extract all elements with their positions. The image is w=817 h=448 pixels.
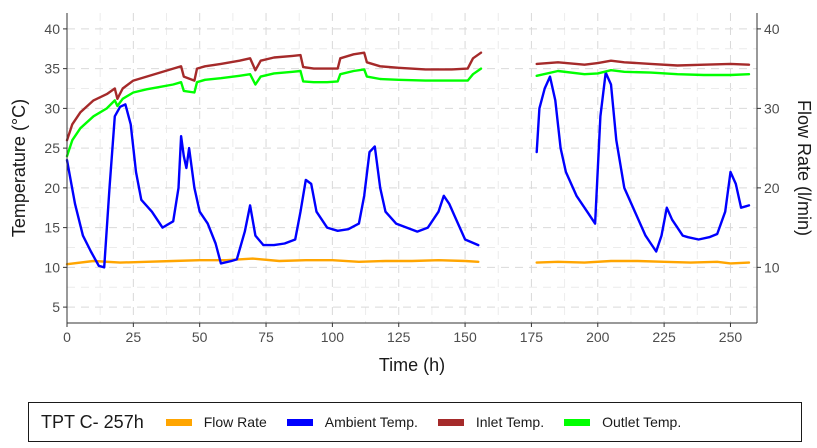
y-tick-label: 10 bbox=[44, 259, 60, 275]
legend-swatch-flow-rate bbox=[165, 418, 192, 426]
series-line-0-segment-0 bbox=[65, 257, 480, 266]
series-line-0-segment-1 bbox=[535, 259, 751, 265]
legend-title: TPT C- 257h bbox=[41, 411, 144, 432]
legend: TPT C- 257h Flow Rate Ambient Temp. Inle… bbox=[28, 402, 802, 442]
legend-label-flow-rate: Flow Rate bbox=[203, 414, 267, 430]
x-tick-label: 200 bbox=[586, 329, 610, 345]
x-tick-label: 250 bbox=[719, 329, 743, 345]
legend-label-inlet-temp: Inlet Temp. bbox=[475, 414, 545, 430]
series-line-2-segment-0 bbox=[65, 51, 483, 142]
axes: 0 25 50 75 100 125 150 175 200 225 250 5 10 15 20 25 30 3… bbox=[44, 13, 780, 345]
y2-tick-label: 20 bbox=[764, 180, 780, 196]
y-tick-label: 5 bbox=[52, 299, 60, 315]
x-tick-label: 25 bbox=[126, 329, 142, 345]
series-line-3-segment-1 bbox=[535, 68, 751, 78]
x-tick-label: 50 bbox=[192, 329, 208, 345]
x-tick-label: 125 bbox=[387, 329, 411, 345]
y2-tick-label: 30 bbox=[764, 100, 780, 116]
series-line-2-segment-1 bbox=[535, 59, 751, 67]
y-tick-label: 35 bbox=[44, 61, 60, 77]
y-tick-label: 15 bbox=[44, 220, 60, 236]
x-tick-label: 150 bbox=[453, 329, 477, 345]
legend-swatch-outlet-temp bbox=[564, 418, 591, 426]
x-tick-label: 175 bbox=[520, 329, 544, 345]
series-line-1-segment-0 bbox=[65, 103, 480, 269]
y-axis-title: Temperature (°C) bbox=[9, 99, 29, 237]
x-tick-label: 75 bbox=[258, 329, 274, 345]
legend-item-ambient-temp: Ambient Temp. bbox=[286, 414, 418, 430]
series-line-3-segment-0 bbox=[65, 67, 483, 158]
legend-item-outlet-temp: Outlet Temp. bbox=[564, 414, 681, 430]
legend-swatch-inlet-temp bbox=[437, 418, 464, 426]
y-tick-label: 30 bbox=[44, 100, 60, 116]
x-tick-label: 100 bbox=[321, 329, 345, 345]
y2-axis-title: Flow Rate (l/min) bbox=[794, 100, 814, 236]
legend-item-flow-rate: Flow Rate bbox=[165, 414, 267, 430]
y2-tick-label: 40 bbox=[764, 21, 780, 37]
y-tick-label: 40 bbox=[44, 21, 60, 37]
legend-label-ambient-temp: Ambient Temp. bbox=[324, 414, 418, 430]
series-line-1-segment-1 bbox=[535, 71, 751, 253]
x-tick-label: 0 bbox=[63, 329, 71, 345]
y-tick-label: 20 bbox=[44, 180, 60, 196]
legend-swatch-ambient-temp bbox=[286, 418, 313, 426]
y2-tick-label: 10 bbox=[764, 259, 780, 275]
legend-item-inlet-temp: Inlet Temp. bbox=[437, 414, 545, 430]
x-tick-label: 225 bbox=[652, 329, 676, 345]
legend-label-outlet-temp: Outlet Temp. bbox=[602, 414, 682, 430]
y-tick-label: 25 bbox=[44, 140, 60, 156]
series-group bbox=[65, 51, 751, 269]
x-axis-title: Time (h) bbox=[379, 355, 445, 375]
